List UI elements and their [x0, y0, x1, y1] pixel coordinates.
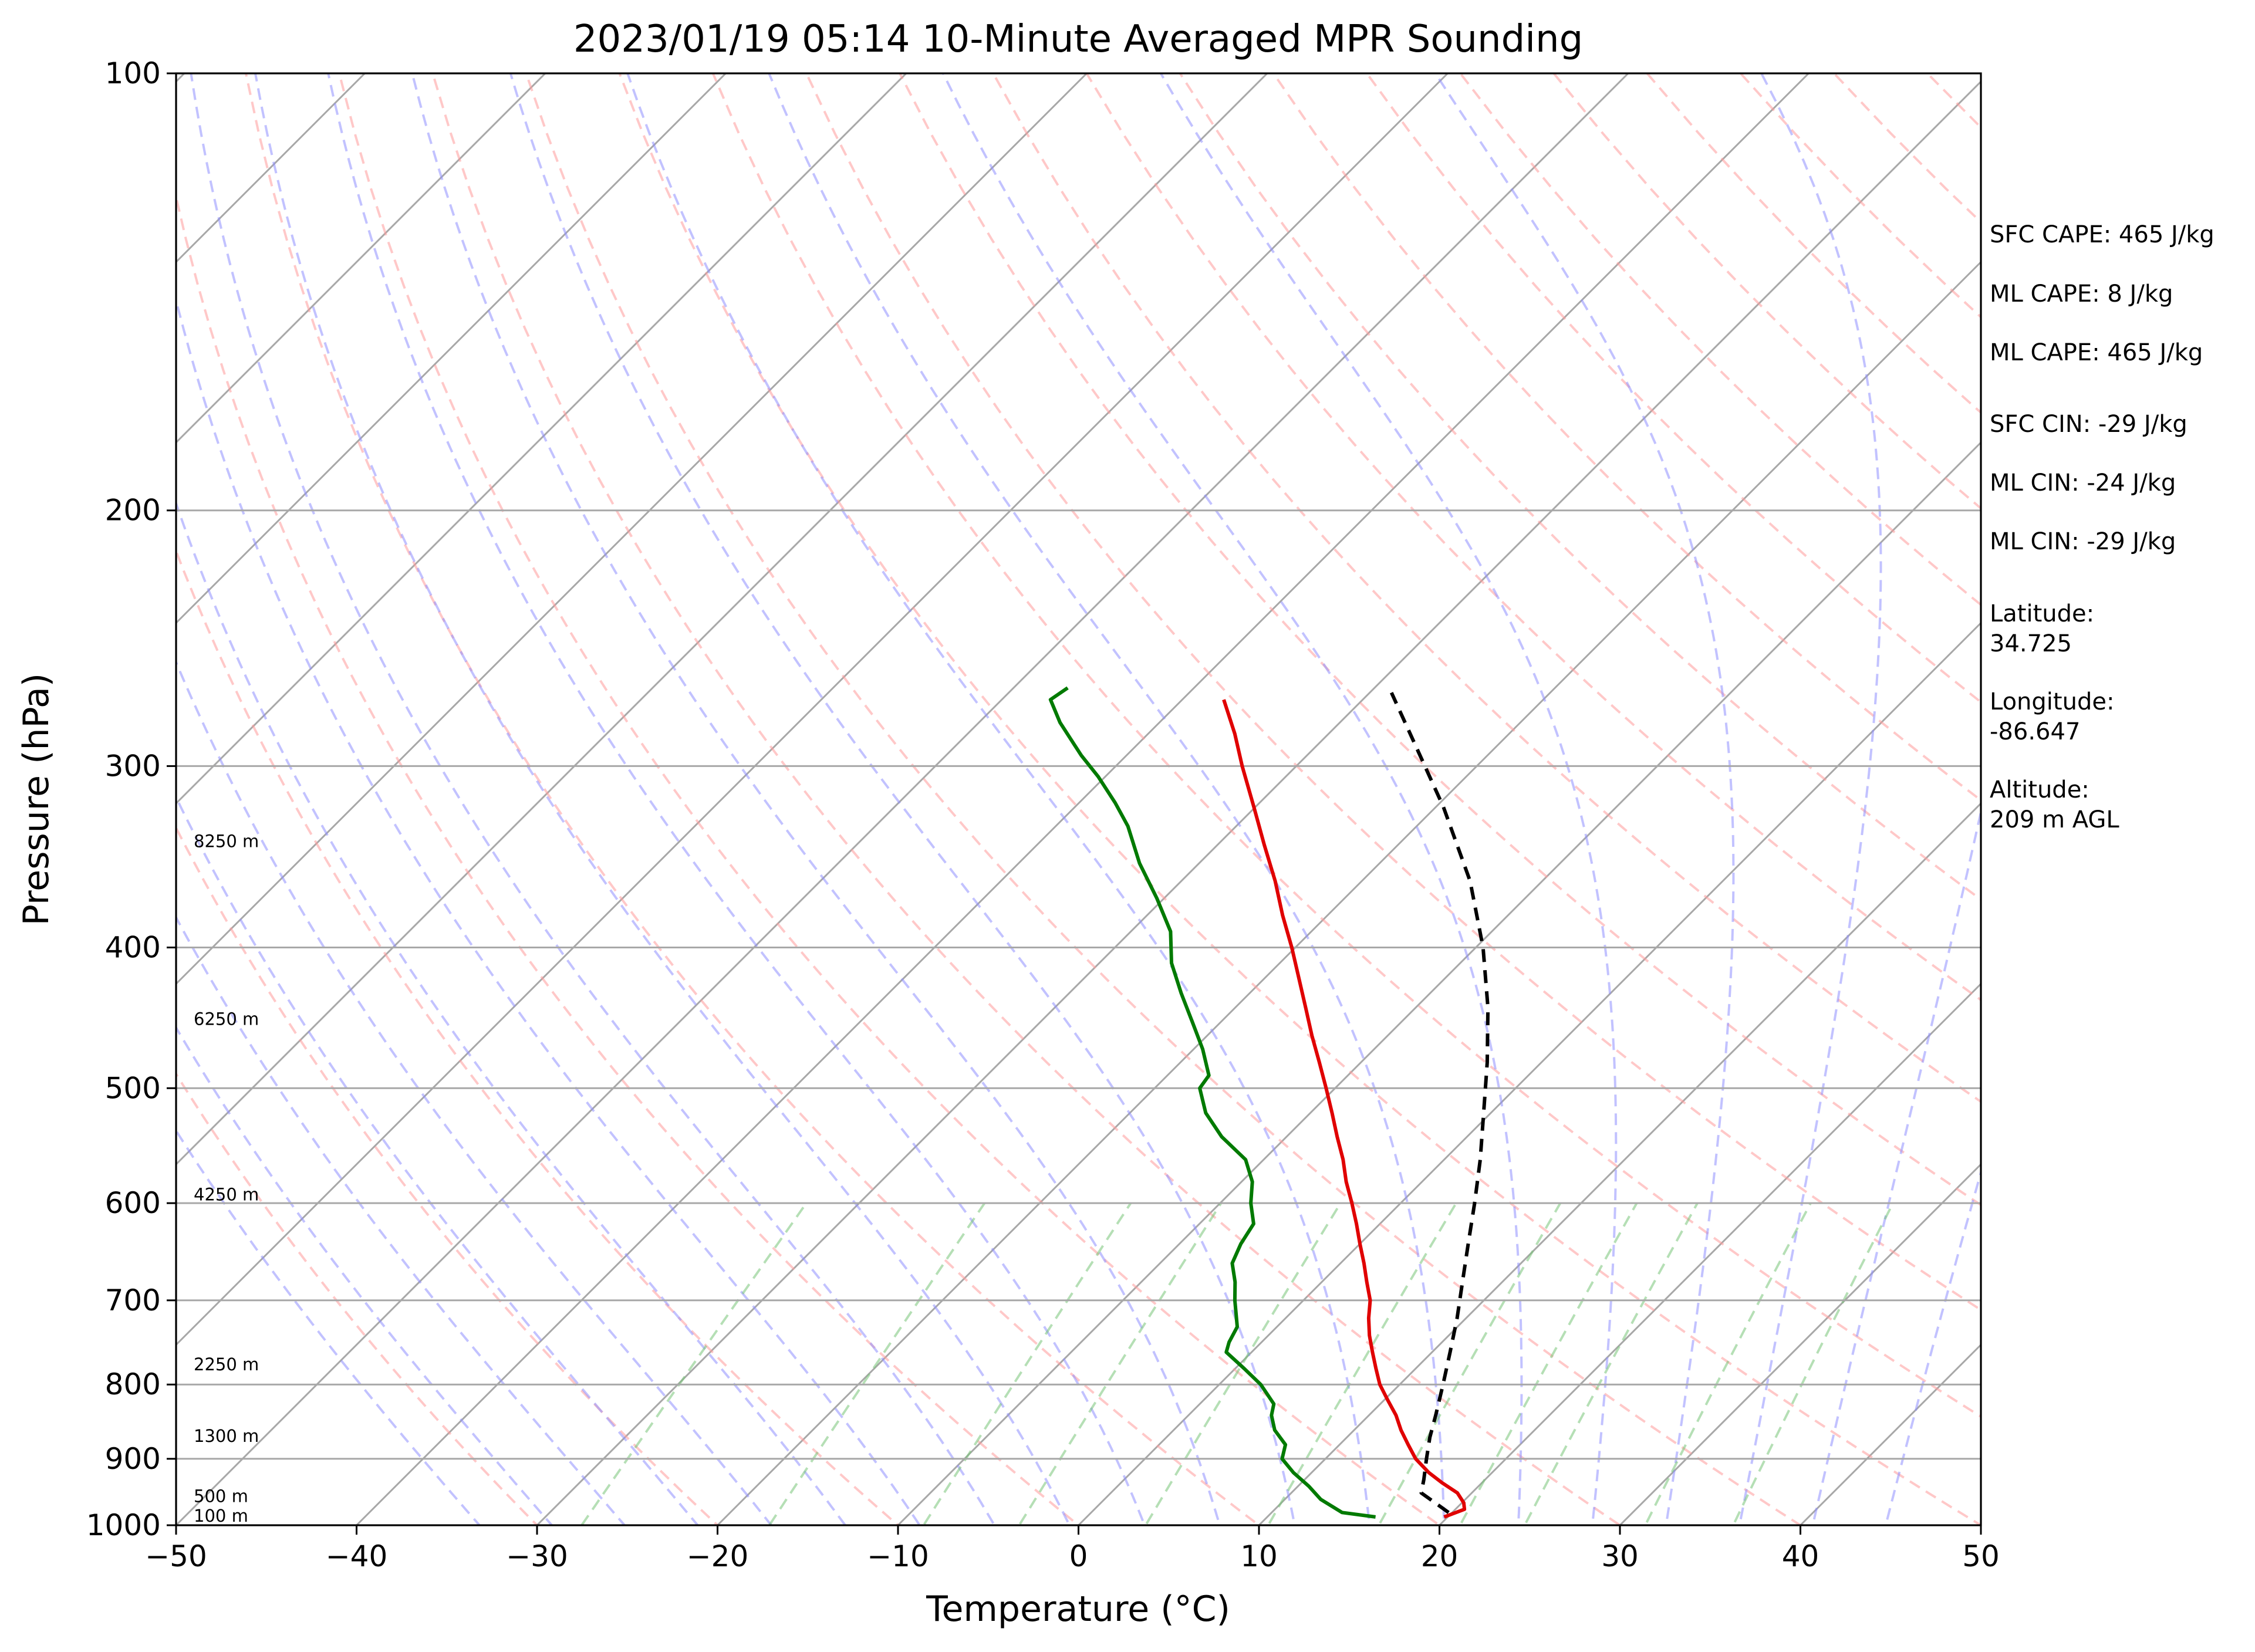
y-tick-label: 200	[105, 494, 161, 528]
x-tick-label: −10	[867, 1539, 929, 1573]
y-tick-label: 300	[105, 749, 161, 783]
y-tick-label: 1000	[86, 1508, 161, 1542]
altitude-value: 209 m AGL	[1990, 806, 2119, 833]
latitude-value: 34.725	[1990, 630, 2072, 657]
x-tick-label: −50	[145, 1539, 207, 1573]
height-label: 1300 m	[194, 1426, 259, 1446]
ml-cape-text: ML CAPE: 8 J/kg	[1990, 281, 2173, 308]
x-tick-label: 20	[1421, 1539, 1459, 1573]
height-label: 8250 m	[194, 832, 259, 852]
longitude-label: Longitude:	[1990, 688, 2114, 715]
x-tick-label: 10	[1240, 1539, 1278, 1573]
y-tick-label: 700	[105, 1283, 161, 1317]
x-axis-label: Temperature (°C)	[926, 1589, 1230, 1630]
ml-cin-text: ML CIN: -24 J/kg	[1990, 469, 2176, 496]
height-label: 6250 m	[194, 1009, 259, 1029]
y-tick-label: 400	[105, 930, 161, 964]
y-tick-label: 600	[105, 1186, 161, 1220]
longitude-value: -86.647	[1990, 718, 2080, 745]
height-label: 500 m	[194, 1487, 248, 1506]
x-tick-label: 0	[1069, 1539, 1088, 1573]
x-tick-label: 40	[1782, 1539, 1819, 1573]
sfc-cin-text: SFC CIN: -29 J/kg	[1990, 411, 2188, 438]
y-axis-label: Pressure (hPa)	[16, 673, 57, 925]
latitude-label: Latitude:	[1990, 600, 2094, 627]
y-tick-label: 100	[105, 56, 161, 90]
height-label: 4250 m	[194, 1185, 259, 1205]
x-tick-label: −30	[506, 1539, 568, 1573]
altitude-label: Altitude:	[1990, 776, 2089, 803]
x-tick-label: 50	[1962, 1539, 2000, 1573]
sfc-cape-text: SFC CAPE: 465 J/kg	[1990, 221, 2215, 248]
chart-title: 2023/01/19 05:14 10-Minute Averaged MPR …	[573, 18, 1583, 61]
y-tick-label: 900	[105, 1442, 161, 1476]
ml-cape-text-2: ML CAPE: 465 J/kg	[1990, 339, 2203, 366]
y-tick-label: 500	[105, 1071, 161, 1105]
y-tick-label: 800	[105, 1367, 161, 1401]
height-label: 2250 m	[194, 1354, 259, 1374]
ml-cin-text-2: ML CIN: -29 J/kg	[1990, 528, 2176, 555]
x-tick-label: 30	[1601, 1539, 1639, 1573]
x-tick-label: −20	[687, 1539, 749, 1573]
height-label: 100 m	[194, 1506, 248, 1526]
x-tick-label: −40	[326, 1539, 388, 1573]
